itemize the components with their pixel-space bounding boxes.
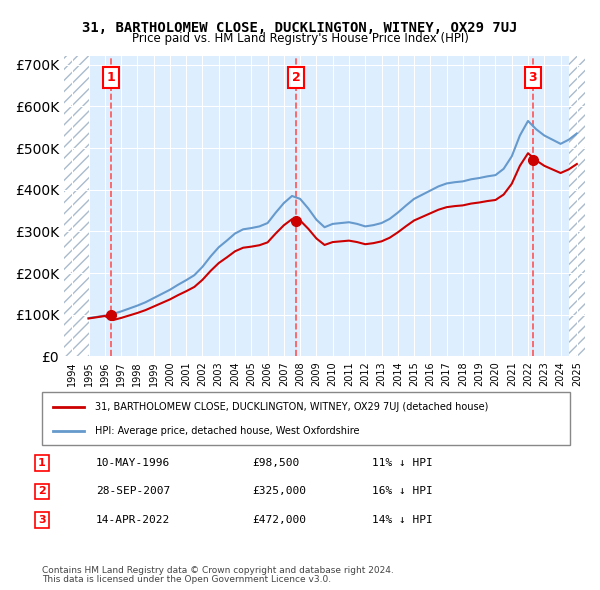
Text: This data is licensed under the Open Government Licence v3.0.: This data is licensed under the Open Gov… bbox=[42, 575, 331, 584]
Text: 14-APR-2022: 14-APR-2022 bbox=[96, 515, 170, 525]
Text: 2: 2 bbox=[38, 487, 46, 496]
Text: 31, BARTHOLOMEW CLOSE, DUCKLINGTON, WITNEY, OX29 7UJ: 31, BARTHOLOMEW CLOSE, DUCKLINGTON, WITN… bbox=[82, 21, 518, 35]
Text: 3: 3 bbox=[528, 71, 537, 84]
Text: 14% ↓ HPI: 14% ↓ HPI bbox=[372, 515, 433, 525]
Text: Contains HM Land Registry data © Crown copyright and database right 2024.: Contains HM Land Registry data © Crown c… bbox=[42, 566, 394, 575]
Text: £98,500: £98,500 bbox=[252, 458, 299, 468]
Bar bbox=[569, 56, 585, 356]
Text: 10-MAY-1996: 10-MAY-1996 bbox=[96, 458, 170, 468]
Text: 31, BARTHOLOMEW CLOSE, DUCKLINGTON, WITNEY, OX29 7UJ (detached house): 31, BARTHOLOMEW CLOSE, DUCKLINGTON, WITN… bbox=[95, 402, 488, 412]
FancyBboxPatch shape bbox=[42, 392, 570, 445]
Text: 2: 2 bbox=[292, 71, 300, 84]
Text: HPI: Average price, detached house, West Oxfordshire: HPI: Average price, detached house, West… bbox=[95, 426, 359, 436]
Text: 11% ↓ HPI: 11% ↓ HPI bbox=[372, 458, 433, 468]
Text: 1: 1 bbox=[106, 71, 115, 84]
Text: 1: 1 bbox=[38, 458, 46, 468]
Text: Price paid vs. HM Land Registry's House Price Index (HPI): Price paid vs. HM Land Registry's House … bbox=[131, 32, 469, 45]
Text: 16% ↓ HPI: 16% ↓ HPI bbox=[372, 487, 433, 496]
Text: 3: 3 bbox=[38, 515, 46, 525]
Bar bbox=[64, 56, 89, 356]
Text: £325,000: £325,000 bbox=[252, 487, 306, 496]
Text: £472,000: £472,000 bbox=[252, 515, 306, 525]
Text: 28-SEP-2007: 28-SEP-2007 bbox=[96, 487, 170, 496]
